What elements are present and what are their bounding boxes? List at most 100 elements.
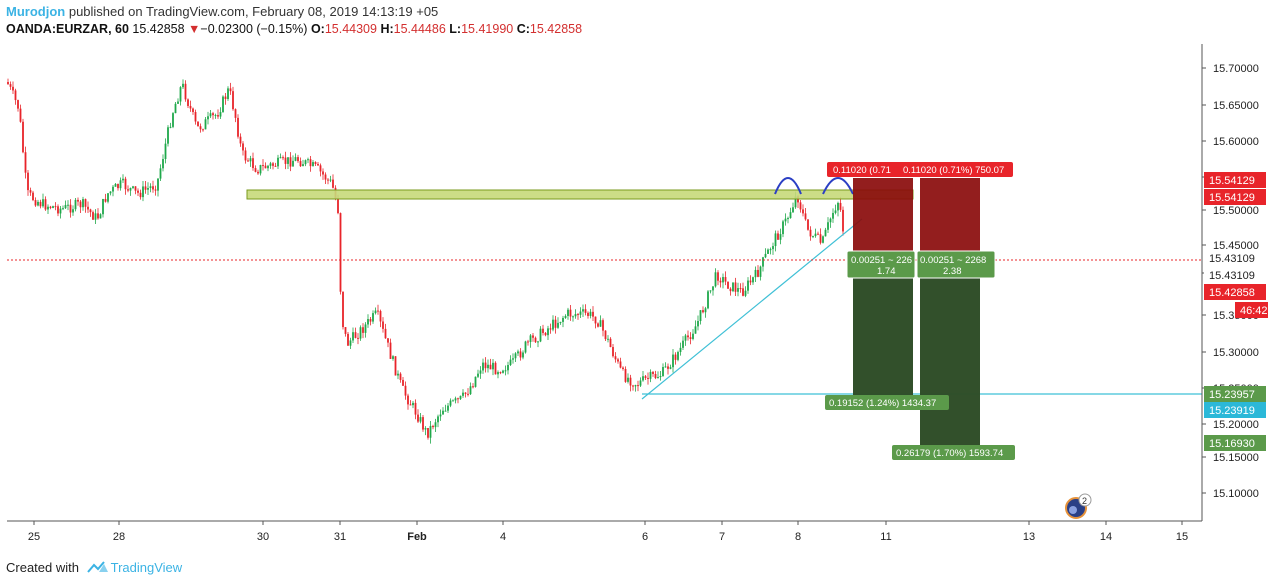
candle-body [784, 218, 787, 222]
candle-body [184, 83, 187, 100]
candle-body [802, 209, 804, 214]
price-axis[interactable]: 15.7000015.6500015.6000015.5500015.50000… [1202, 63, 1259, 500]
candle-body [214, 115, 217, 117]
candle-body [559, 321, 562, 323]
candle-body [694, 326, 697, 334]
position2-info-line1: 0.00251 ~ 2268 [920, 255, 986, 266]
candle-body [207, 116, 209, 120]
time-tick-label: 13 [1023, 531, 1035, 543]
candle-body [659, 376, 662, 378]
candle-body [474, 376, 477, 387]
candle-body [429, 425, 432, 438]
candle-body [629, 377, 632, 386]
created-with-text: Created with [6, 560, 79, 575]
candle-body [477, 373, 479, 377]
candle-body [529, 335, 532, 343]
last-price: 15.42858 [132, 22, 185, 36]
candle-body [167, 127, 169, 144]
candle-body [124, 178, 127, 190]
resistance-zone[interactable] [246, 189, 914, 200]
published-text: published on TradingView.com, February 0… [68, 4, 439, 19]
candle-body [62, 208, 64, 210]
candle-body [114, 183, 117, 187]
candle-body [292, 160, 294, 167]
price-label-text: 15.43109 [1209, 253, 1255, 265]
candle-body [549, 328, 552, 330]
candle-body [247, 160, 249, 162]
symbol-name[interactable]: OANDA:EURZAR, 60 [6, 22, 129, 36]
candle-body [557, 322, 559, 328]
candle-body [804, 213, 807, 220]
candle-body [692, 333, 694, 339]
candle-body [179, 87, 182, 102]
candle-body [82, 199, 84, 208]
chart-area[interactable]: 0.11020 (0.71 0.11020 (0.71%) 750.07 0.0… [7, 44, 1268, 549]
candle-body [782, 221, 784, 235]
candle-body [639, 380, 642, 386]
candle-body [464, 392, 467, 394]
candle-body [437, 416, 439, 423]
candle-body [637, 385, 639, 387]
position2-target-zone[interactable] [920, 260, 980, 445]
price-chart[interactable]: 0.11020 (0.71 0.11020 (0.71%) 750.07 0.0… [7, 44, 1268, 549]
candle-body [527, 341, 529, 343]
author-name[interactable]: Murodjon [6, 4, 66, 19]
candle-body [222, 96, 224, 113]
footer: Created with TradingView [6, 560, 182, 575]
candle-body [269, 163, 272, 166]
candle-body [354, 332, 357, 338]
candle-body [589, 311, 592, 316]
candle-body [479, 370, 482, 374]
candle-body [669, 367, 672, 369]
candle-body [652, 371, 654, 374]
price-tick-label: 15.60000 [1213, 136, 1259, 148]
candle-body [197, 121, 199, 127]
price-label-text: 15.42858 [1209, 287, 1255, 299]
candle-body [352, 332, 354, 341]
ascending-trendline[interactable] [641, 218, 863, 400]
candle-body [522, 352, 524, 358]
position1-target-zone[interactable] [853, 260, 913, 397]
plot-background[interactable] [7, 44, 1202, 521]
candle-body [462, 392, 464, 396]
candle-body [414, 402, 417, 415]
position1-stop-zone[interactable] [853, 178, 913, 260]
double-top-arc-left[interactable] [774, 177, 802, 195]
position1-info-box [846, 250, 916, 279]
candle-body [649, 371, 652, 379]
candle-body [44, 199, 47, 210]
candle-body [382, 321, 384, 329]
candle-body [699, 310, 702, 322]
price-tick-label: 15.70000 [1213, 63, 1259, 75]
candle-body [282, 157, 284, 159]
candle-body [47, 206, 49, 210]
candle-body [257, 171, 259, 174]
price-label-badge [1204, 284, 1266, 300]
candle-body [294, 157, 297, 161]
candle-body [287, 157, 289, 164]
time-axis[interactable]: 25 28 30 31 Feb 4 6 7 8 11 13 14 15 [28, 521, 1188, 543]
candle-body [164, 143, 167, 160]
position2-stop-zone[interactable] [920, 178, 980, 260]
candle-body [634, 385, 637, 387]
candle-body [249, 158, 252, 162]
candle-body [432, 425, 434, 428]
candle-body [452, 400, 454, 402]
candle-body [709, 290, 712, 292]
candle-body [484, 362, 487, 369]
candle-body [579, 311, 582, 315]
candle-body [332, 179, 334, 188]
candle-body [339, 213, 342, 292]
candle-body [112, 186, 114, 192]
position1-info-line1: 0.00251 ~ 226 [851, 255, 912, 266]
candle-body [242, 143, 244, 151]
candle-body [229, 88, 232, 92]
candle-body [837, 202, 839, 211]
position2-info-line2: 2.38 [943, 266, 962, 277]
candle-body [117, 183, 119, 189]
candle-body [322, 171, 324, 175]
candle-body [94, 213, 97, 220]
candle-body [122, 178, 124, 181]
tradingview-brand[interactable]: TradingView [110, 560, 183, 575]
double-top-arc-right[interactable] [822, 177, 854, 195]
